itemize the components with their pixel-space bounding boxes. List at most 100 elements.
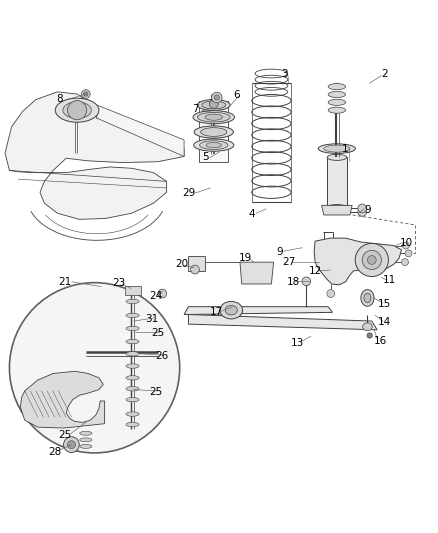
- Ellipse shape: [200, 141, 228, 149]
- Circle shape: [81, 90, 90, 99]
- Circle shape: [191, 265, 199, 274]
- Text: 27: 27: [282, 257, 296, 267]
- Text: 23: 23: [112, 278, 125, 288]
- Circle shape: [64, 437, 79, 453]
- Ellipse shape: [363, 323, 372, 330]
- Circle shape: [403, 242, 410, 249]
- Circle shape: [327, 289, 335, 297]
- Text: 25: 25: [59, 430, 72, 440]
- Circle shape: [67, 101, 87, 120]
- Text: 28: 28: [49, 447, 62, 457]
- Ellipse shape: [194, 139, 234, 151]
- Text: 14: 14: [378, 317, 392, 327]
- Ellipse shape: [198, 112, 230, 122]
- Ellipse shape: [225, 305, 237, 315]
- Circle shape: [405, 250, 412, 257]
- Polygon shape: [188, 314, 377, 330]
- Circle shape: [67, 441, 75, 449]
- Ellipse shape: [80, 438, 92, 442]
- Text: 16: 16: [374, 336, 387, 346]
- Text: 11: 11: [383, 276, 396, 286]
- Circle shape: [84, 92, 88, 96]
- Ellipse shape: [201, 128, 227, 136]
- Ellipse shape: [328, 99, 346, 106]
- Circle shape: [402, 259, 409, 265]
- Polygon shape: [321, 205, 352, 215]
- Text: 6: 6: [233, 90, 240, 100]
- Text: 3: 3: [281, 69, 288, 79]
- Text: 13: 13: [291, 338, 304, 348]
- Polygon shape: [188, 256, 205, 271]
- Polygon shape: [314, 238, 402, 285]
- Ellipse shape: [327, 205, 347, 211]
- Text: 26: 26: [155, 351, 169, 361]
- Text: 1: 1: [343, 143, 349, 154]
- FancyBboxPatch shape: [199, 101, 228, 161]
- Text: 19: 19: [239, 253, 252, 263]
- Ellipse shape: [126, 313, 139, 318]
- Circle shape: [367, 333, 372, 338]
- Text: 15: 15: [378, 298, 392, 309]
- Ellipse shape: [80, 445, 92, 448]
- Polygon shape: [327, 157, 347, 207]
- Circle shape: [10, 282, 180, 453]
- Ellipse shape: [205, 114, 223, 120]
- Text: 4: 4: [248, 209, 255, 219]
- Ellipse shape: [194, 126, 233, 138]
- Ellipse shape: [80, 431, 92, 435]
- Circle shape: [212, 92, 222, 103]
- Ellipse shape: [364, 293, 371, 303]
- Circle shape: [209, 100, 218, 108]
- Ellipse shape: [55, 98, 99, 122]
- Ellipse shape: [126, 340, 139, 344]
- Circle shape: [367, 256, 376, 264]
- Text: 24: 24: [149, 291, 162, 301]
- Ellipse shape: [126, 326, 139, 330]
- Text: 29: 29: [182, 188, 195, 198]
- Text: 21: 21: [59, 277, 72, 287]
- Ellipse shape: [220, 302, 243, 319]
- Text: 8: 8: [57, 94, 63, 104]
- Circle shape: [358, 207, 367, 216]
- Circle shape: [358, 204, 367, 213]
- Ellipse shape: [328, 92, 346, 98]
- Ellipse shape: [318, 144, 356, 154]
- Circle shape: [214, 95, 219, 100]
- Text: 12: 12: [308, 266, 321, 276]
- Text: 25: 25: [149, 387, 162, 397]
- Ellipse shape: [193, 111, 234, 124]
- Text: 2: 2: [381, 69, 388, 79]
- Ellipse shape: [202, 101, 226, 109]
- Circle shape: [158, 289, 166, 298]
- Text: 10: 10: [400, 238, 413, 248]
- Ellipse shape: [198, 100, 230, 110]
- Text: 20: 20: [175, 260, 188, 269]
- Ellipse shape: [126, 386, 139, 391]
- Text: 17: 17: [210, 308, 223, 317]
- Ellipse shape: [328, 84, 346, 90]
- Text: 7: 7: [192, 104, 198, 114]
- Circle shape: [302, 277, 311, 286]
- Ellipse shape: [126, 422, 139, 427]
- Ellipse shape: [126, 412, 139, 416]
- Polygon shape: [125, 286, 141, 295]
- Polygon shape: [240, 262, 274, 284]
- Circle shape: [362, 251, 381, 270]
- Circle shape: [355, 244, 389, 277]
- Text: 18: 18: [286, 277, 300, 287]
- Ellipse shape: [126, 376, 139, 380]
- Polygon shape: [184, 306, 332, 314]
- Text: 25: 25: [151, 328, 165, 338]
- Ellipse shape: [126, 352, 139, 356]
- Polygon shape: [5, 92, 184, 220]
- Ellipse shape: [126, 398, 139, 402]
- Polygon shape: [20, 372, 105, 428]
- Ellipse shape: [206, 142, 221, 148]
- Ellipse shape: [327, 154, 347, 160]
- Ellipse shape: [126, 299, 139, 304]
- Text: 31: 31: [145, 314, 158, 324]
- Ellipse shape: [324, 145, 350, 152]
- Ellipse shape: [126, 364, 139, 368]
- Text: 5: 5: [203, 152, 209, 163]
- Ellipse shape: [63, 102, 91, 118]
